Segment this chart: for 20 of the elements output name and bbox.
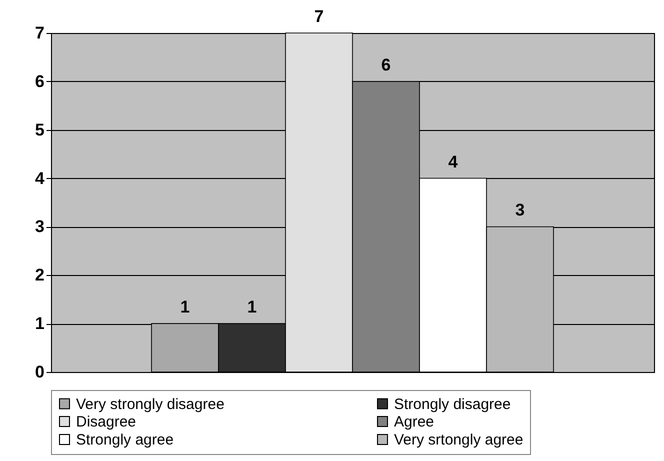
- legend-label: Strongly disagree: [394, 396, 511, 413]
- y-tick-label: 4: [35, 168, 46, 188]
- data-label: 1: [180, 298, 190, 317]
- legend-label: Agree: [394, 414, 434, 430]
- data-label: 1: [247, 298, 257, 317]
- data-label: 4: [448, 152, 458, 172]
- data-label: 6: [381, 55, 391, 74]
- y-tick-label: 7: [35, 24, 44, 42]
- legend-label: Strongly agree: [76, 432, 174, 448]
- data-label: 7: [314, 7, 324, 26]
- legend-label: Very srtongly agree: [394, 432, 524, 448]
- legend-label: Disagree: [76, 414, 136, 430]
- legend-label: Very strongly disagree: [76, 396, 224, 413]
- data-label: 3: [515, 200, 525, 220]
- y-tick-label: 6: [35, 72, 44, 91]
- y-tick-label: 1: [35, 314, 44, 334]
- y-tick-label: 5: [35, 120, 44, 140]
- y-tick-label: 2: [35, 266, 44, 285]
- y-tick-label: 3: [35, 217, 44, 236]
- y-tick-label: 0: [35, 362, 44, 382]
